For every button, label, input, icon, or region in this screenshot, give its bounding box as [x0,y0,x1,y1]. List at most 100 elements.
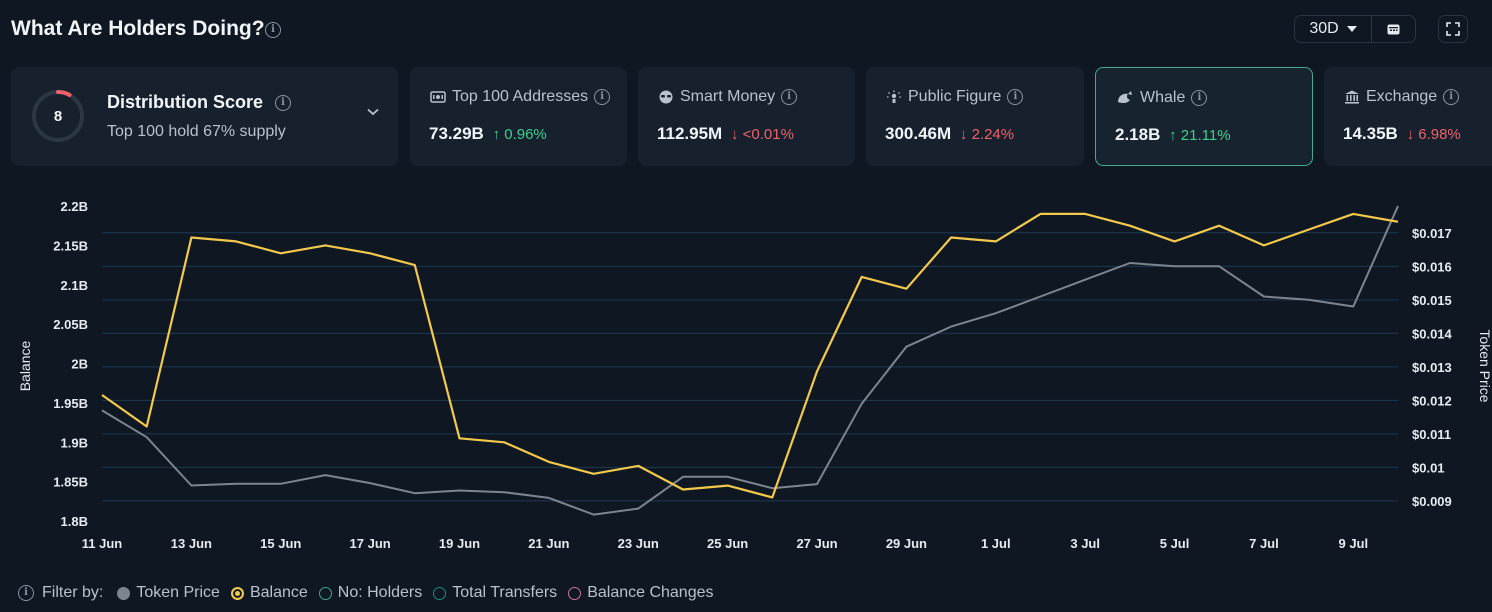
change-value: 2.24% [971,126,1015,143]
info-icon[interactable]: i [1007,89,1024,105]
card-label: Public Figure [908,88,1002,105]
y2-tick-label: $0.016 [1412,259,1452,274]
change-value: 6.98% [1418,126,1461,143]
card-value-row: 14.35B ↓ 6.98% [1343,124,1461,144]
card-label-row: Exchange i [1344,88,1460,106]
card-public-figure[interactable]: Public Figure i 300.46M ↓ 2.24% [866,67,1084,166]
card-value-row: 112.95M ↓ <0.01% [657,124,794,144]
info-icon[interactable]: i [275,94,292,111]
filter-token-price[interactable]: Token Price [117,584,220,602]
x-tick-label: 7 Jul [1249,536,1279,551]
top100-icon [430,91,446,103]
x-tick-label: 21 Jun [528,536,569,551]
y2-tick-label: $0.017 [1412,226,1452,241]
y-tick-label: 1.95B [53,396,88,411]
x-tick-label: 23 Jun [618,536,659,551]
holders-chart[interactable]: 1.8B 1.85B 1.9B 1.95B 2B 2.05B 2.1B 2.15B 2.2B $0… [0,180,1492,575]
distribution-title-row: Distribution Score i [107,92,292,113]
y2-axis-title: Token Price [1477,329,1492,402]
y-tick-label: 1.9B [61,435,88,450]
x-tick-label: 11 Jun [82,536,123,551]
info-icon[interactable]: i [781,89,798,105]
distribution-score-card[interactable]: 8 Distribution Score i Top 100 hold 67% … [11,67,398,166]
y2-tick-label: $0.012 [1412,393,1452,408]
x-tick-label: 3 Jul [1070,536,1100,551]
info-icon[interactable]: i [1443,89,1460,105]
series-line-balance[interactable] [101,212,1399,499]
card-label: Smart Money [680,88,776,105]
card-smart-money[interactable]: Smart Money i 112.95M ↓ <0.01% [638,67,855,166]
series-line-token-price[interactable] [101,205,1399,516]
card-exchange[interactable]: Exchange i 14.35B ↓ 6.98% [1324,67,1492,166]
chevron-down-icon[interactable] [366,107,380,117]
fullscreen-icon [1446,22,1460,36]
card-whale[interactable]: Whale i 2.18B ↑ 21.11% [1095,67,1313,166]
period-value: 30D [1309,20,1339,37]
y2-tick-label: $0.009 [1412,494,1452,509]
calendar-button[interactable] [1372,15,1416,43]
card-value: 2.18B [1115,125,1161,144]
filter-item-label: Balance Changes [587,584,714,601]
card-value-row: 73.29B ↑ 0.96% [429,124,547,144]
score-ring: 8 [32,90,84,142]
whale-icon [1118,91,1132,104]
legend-dot [568,586,582,600]
info-icon[interactable]: i [1191,90,1208,106]
card-label: Exchange [1366,88,1438,105]
filter-balance[interactable]: Balance [230,584,308,602]
y-tick-label: 1.85B [53,475,88,490]
y2-tick-label: $0.014 [1412,326,1453,341]
card-value-row: 300.46M ↓ 2.24% [885,124,1014,144]
card-top100[interactable]: Top 100 Addresses i 73.29B ↑ 0.96% [410,67,627,166]
card-value: 112.95M [657,124,723,143]
card-label: Whale [1140,89,1186,106]
period-select[interactable]: 30D [1294,15,1372,43]
card-change: ↑ 0.96% [492,126,547,143]
filter-item-label: No: Holders [337,584,423,601]
card-change: ↓ 2.24% [959,126,1015,143]
fullscreen-button[interactable] [1438,15,1468,43]
change-value: <0.01% [742,126,794,143]
legend-dot [318,586,332,600]
card-change: ↓ 6.98% [1406,126,1461,143]
page-title: What Are Holders Doing? [11,17,265,40]
filter-no-holders[interactable]: No: Holders [318,584,423,602]
card-value: 14.35B [1343,124,1398,143]
score-value: 8 [54,108,62,125]
x-tick-label: 25 Jun [707,536,748,551]
filter-label: Filter by: [42,584,104,601]
card-value-row: 2.18B ↑ 21.11% [1115,125,1231,145]
legend-dot [433,586,447,600]
y-axis-title: Balance [17,340,33,391]
card-label-row: Public Figure i [886,88,1024,106]
public-figure-icon [887,90,901,103]
y2-tick-label: $0.015 [1412,293,1452,308]
info-icon[interactable]: i [18,585,34,601]
filter-item-label: Token Price [136,584,220,601]
filter-total-transfers[interactable]: Total Transfers [433,584,557,602]
card-label: Top 100 Addresses [452,88,589,105]
filter-bar: i Filter by: Token Price Balance No: Hol… [18,584,725,602]
card-label-row: Top 100 Addresses i [430,88,611,106]
x-tick-label: 5 Jul [1160,536,1190,551]
distribution-title: Distribution Score [107,92,264,112]
y2-tick-label: $0.011 [1412,427,1451,442]
exchange-icon [1345,90,1359,104]
legend-dot [230,586,244,600]
info-icon[interactable]: i [265,22,281,38]
info-icon[interactable]: i [594,89,611,105]
filter-item-label: Balance [249,584,308,601]
chevron-down-icon [1346,26,1357,32]
distribution-subtitle: Top 100 hold 67% supply [107,123,286,140]
filter-balance-changes[interactable]: Balance Changes [568,584,714,602]
card-label-row: Smart Money i [658,88,798,106]
smart-money-icon [659,90,673,104]
x-tick-label: 15 Jun [260,536,301,551]
change-value: 0.96% [504,126,547,143]
calendar-icon [1387,24,1400,35]
x-tick-label: 27 Jun [796,536,837,551]
y-tick-label: 1.8B [61,514,88,529]
y-tick-label: 2.1B [61,278,88,293]
y-tick-label: 2B [71,357,88,372]
y-tick-label: 2.05B [53,317,88,332]
